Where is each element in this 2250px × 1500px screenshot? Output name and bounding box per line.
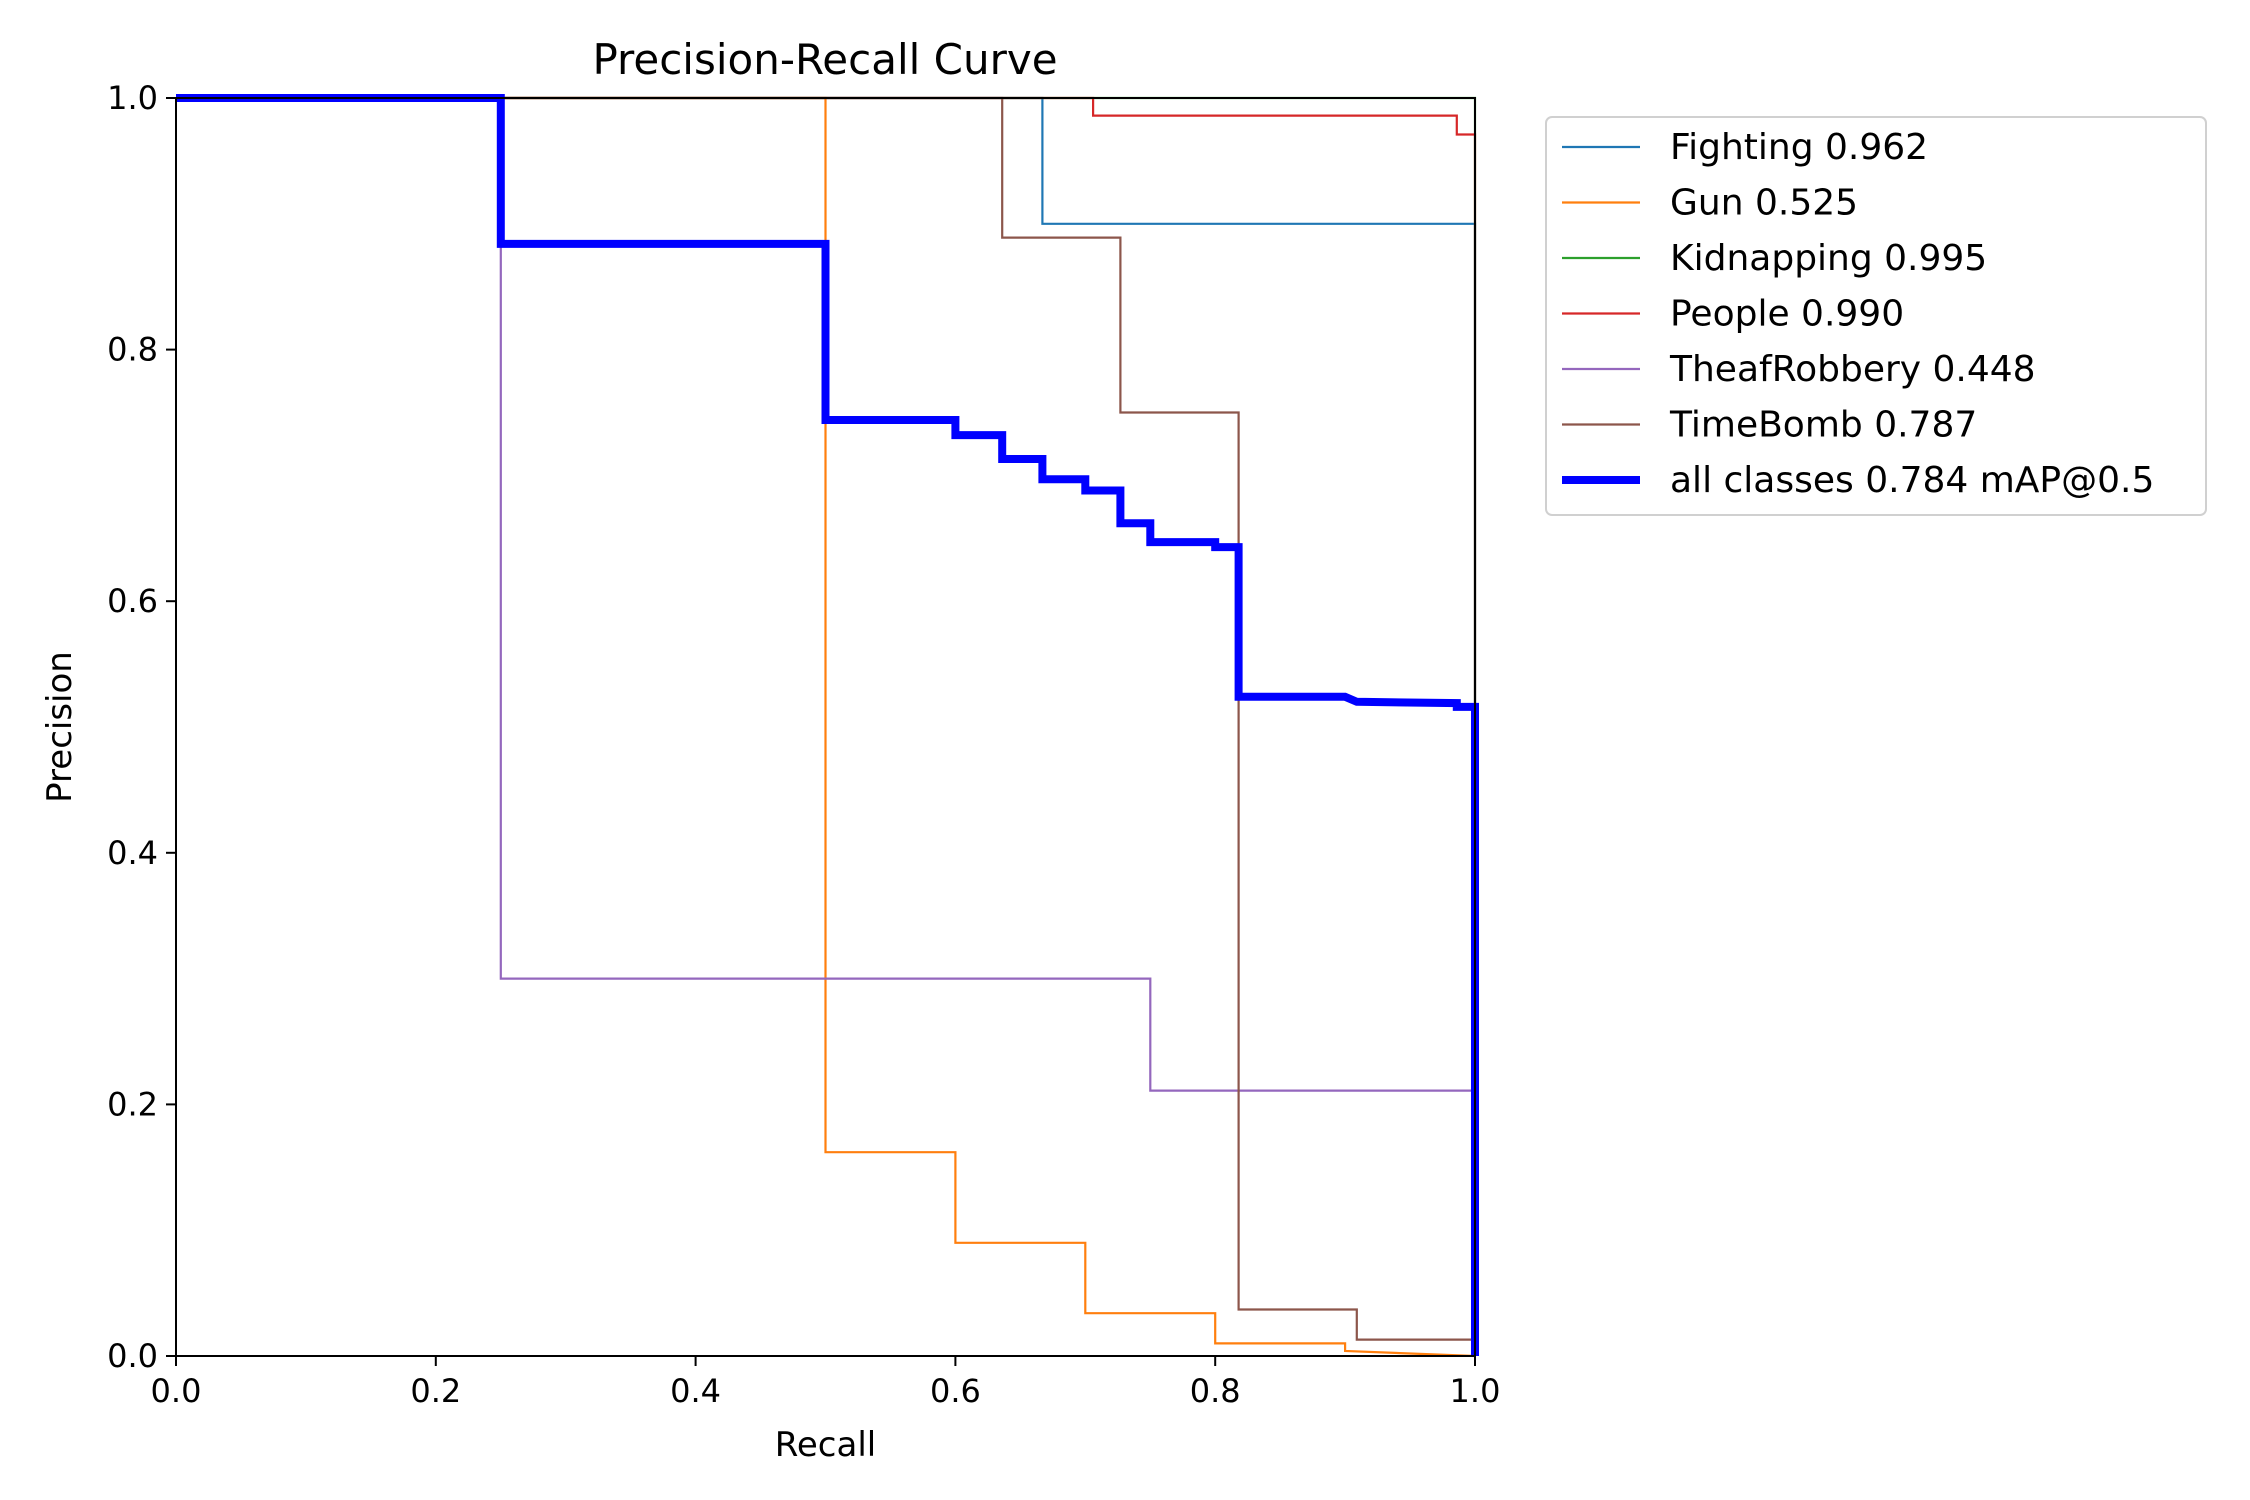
y-tick-label: 0.8	[107, 331, 158, 369]
y-tick-label: 0.4	[107, 834, 158, 872]
legend-label: Kidnapping 0.995	[1670, 238, 1987, 279]
legend-box	[1545, 116, 2207, 516]
y-tick-label: 1.0	[107, 79, 158, 117]
y-tick-label: 0.6	[107, 582, 158, 620]
x-tick-label: 0.4	[670, 1372, 721, 1410]
x-tick-label: 1.0	[1450, 1372, 1501, 1410]
y-tick-label: 0.0	[107, 1337, 158, 1375]
plot-frame	[175, 97, 1476, 1357]
y-tick-label: 0.2	[107, 1085, 158, 1123]
chart-title: Precision-Recall Curve	[592, 35, 1057, 84]
x-axis-label: Recall	[775, 1425, 876, 1465]
legend-label: Gun 0.525	[1670, 183, 1858, 224]
series-line-all	[176, 94, 1479, 1356]
legend-label: Fighting 0.962	[1670, 127, 1928, 168]
series-line-gun	[176, 96, 1476, 1358]
series-line-timebomb	[176, 96, 1477, 1356]
legend-label: all classes 0.784 mAP@0.5	[1670, 460, 2154, 501]
legend-label: TimeBomb 0.787	[1669, 405, 1977, 446]
x-tick-label: 0.6	[930, 1372, 981, 1410]
x-axis-ticks: 0.0 0.2 0.4 0.6 0.8 1.0	[151, 1356, 1501, 1410]
legend: Fighting 0.962 Gun 0.525 Kidnapping 0.995 P…	[1545, 116, 2207, 516]
y-axis-ticks: 0.0 0.2 0.4 0.6 0.8 1.0	[107, 79, 176, 1375]
plot-area	[176, 94, 1479, 1358]
x-tick-label: 0.0	[151, 1372, 202, 1410]
x-tick-label: 0.8	[1190, 1372, 1241, 1410]
y-axis-label: Precision	[40, 651, 80, 803]
legend-label: TheafRobbery 0.448	[1669, 349, 2036, 390]
x-tick-label: 0.2	[410, 1372, 461, 1410]
legend-label: People 0.990	[1670, 294, 1904, 335]
